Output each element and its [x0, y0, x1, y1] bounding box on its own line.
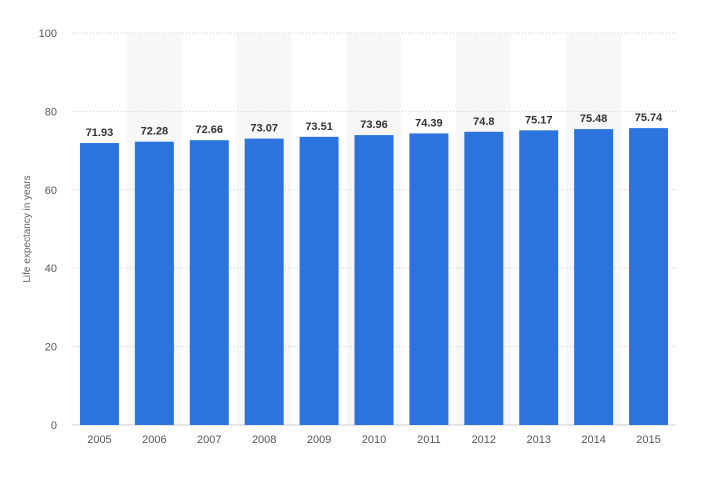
value-label-2008: 73.07 — [250, 123, 278, 135]
value-label-2015: 75.74 — [635, 112, 663, 124]
x-tick-label: 2006 — [142, 434, 166, 446]
y-axis-ticks: 0 20 40 60 80 100 — [39, 28, 57, 432]
x-tick-label: 2010 — [362, 434, 386, 446]
value-label-2010: 73.96 — [360, 119, 388, 131]
value-labels: 71.93 72.28 72.66 73.07 73.51 73.96 74.39 74.8 7… — [86, 112, 664, 139]
bar-2015[interactable] — [629, 128, 669, 426]
x-axis-ticks: 2005 2006 2007 2008 2009 2010 2011 2012 2013 2014… — [87, 434, 661, 446]
y-tick-label: 100 — [39, 28, 57, 40]
bars — [79, 128, 669, 426]
bar-2014[interactable] — [574, 129, 614, 425]
x-tick-label: 2005 — [87, 434, 111, 446]
x-tick-label: 2009 — [307, 434, 331, 446]
y-tick-label: 20 — [45, 342, 57, 354]
bar-2013[interactable] — [519, 130, 559, 425]
value-label-2013: 75.17 — [525, 114, 553, 126]
value-label-2014: 75.48 — [580, 113, 608, 125]
y-tick-label: 40 — [45, 263, 57, 275]
x-tick-label: 2007 — [197, 434, 221, 446]
y-axis-title: Life expectancy in years — [22, 175, 33, 282]
bar-2007[interactable] — [189, 140, 229, 426]
value-label-2006: 72.28 — [141, 126, 169, 138]
x-tick-label: 2014 — [581, 434, 605, 446]
value-label-2007: 72.66 — [196, 124, 224, 136]
value-label-2011: 74.39 — [415, 117, 443, 129]
bar-2009[interactable] — [299, 136, 339, 425]
bar-2012[interactable] — [464, 131, 504, 425]
value-label-2005: 71.93 — [86, 127, 114, 139]
y-tick-label: 80 — [45, 106, 57, 118]
bar-2008[interactable] — [244, 138, 284, 425]
x-tick-label: 2015 — [636, 434, 660, 446]
x-tick-label: 2008 — [252, 434, 276, 446]
y-tick-label: 60 — [45, 185, 57, 197]
value-label-2009: 73.51 — [305, 121, 333, 133]
bar-2011[interactable] — [409, 133, 449, 425]
y-tick-label: 0 — [51, 420, 57, 432]
bar-2005[interactable] — [79, 143, 119, 425]
x-tick-label: 2013 — [526, 434, 550, 446]
value-label-2012: 74.8 — [473, 116, 494, 128]
x-tick-label: 2012 — [472, 434, 496, 446]
bar-2006[interactable] — [134, 141, 174, 425]
bar-2010[interactable] — [354, 135, 394, 426]
x-tick-label: 2011 — [417, 434, 441, 446]
